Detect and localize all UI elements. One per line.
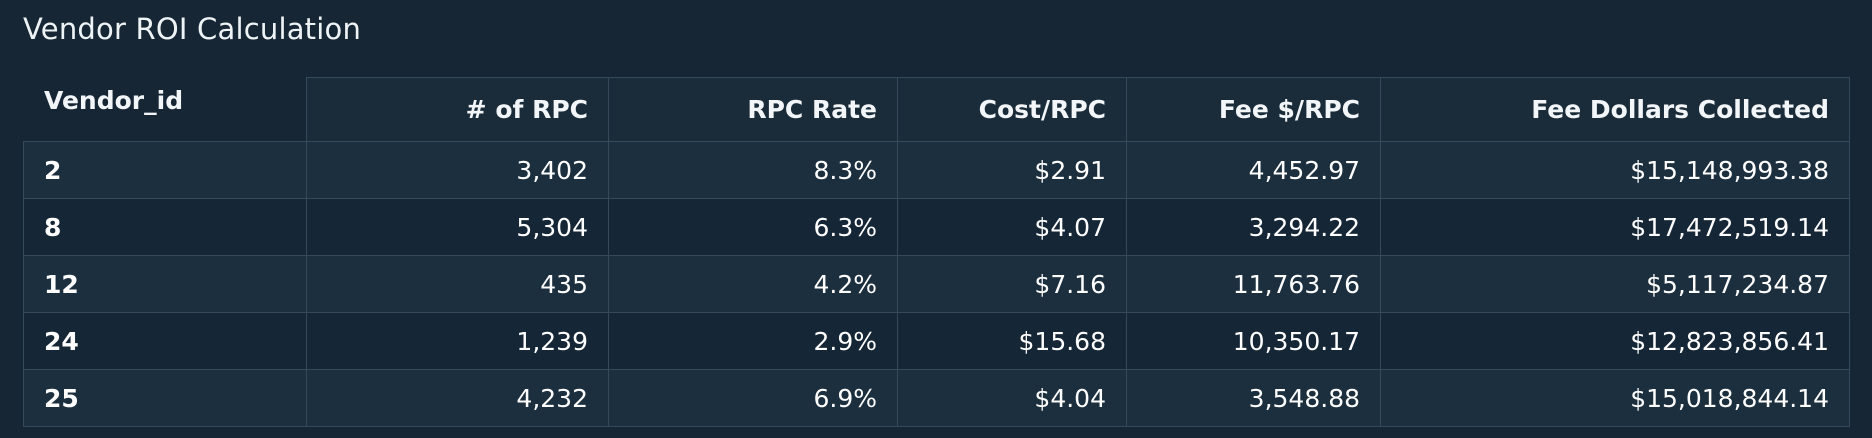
cell-cost-per-rpc: $2.91	[897, 141, 1127, 199]
cell-fee-dollars-collected: $5,117,234.87	[1380, 255, 1850, 313]
cell-rpc-count: 3,402	[306, 141, 609, 199]
cell-vendor-id: 8	[23, 198, 307, 256]
table-row: 2 3,402 8.3% $2.91 4,452.97 $15,148,993.…	[23, 141, 1850, 199]
cell-cost-per-rpc: $4.07	[897, 198, 1127, 256]
table-header-row: Vendor_id # of RPC RPC Rate Cost/RPC Fee…	[23, 77, 1850, 142]
cell-vendor-id: 12	[23, 255, 307, 313]
cell-vendor-id: 24	[23, 312, 307, 370]
table-row: 8 5,304 6.3% $4.07 3,294.22 $17,472,519.…	[23, 198, 1850, 256]
cell-rpc-rate: 8.3%	[608, 141, 898, 199]
cell-rpc-count: 4,232	[306, 369, 609, 427]
column-header-fee-dollars-collected[interactable]: Fee Dollars Collected	[1380, 77, 1850, 142]
table-row: 25 4,232 6.9% $4.04 3,548.88 $15,018,844…	[23, 369, 1850, 427]
cell-fee-per-rpc: 3,294.22	[1126, 198, 1381, 256]
vendor-roi-table: Vendor_id # of RPC RPC Rate Cost/RPC Fee…	[23, 77, 1850, 427]
widget-title: Vendor ROI Calculation	[23, 12, 362, 46]
cell-fee-dollars-collected: $17,472,519.14	[1380, 198, 1850, 256]
cell-cost-per-rpc: $4.04	[897, 369, 1127, 427]
cell-cost-per-rpc: $15.68	[897, 312, 1127, 370]
table-row: 24 1,239 2.9% $15.68 10,350.17 $12,823,8…	[23, 312, 1850, 370]
cell-fee-per-rpc: 11,763.76	[1126, 255, 1381, 313]
column-header-vendor-id[interactable]: Vendor_id	[23, 77, 307, 142]
cell-rpc-rate: 4.2%	[608, 255, 898, 313]
cell-vendor-id: 25	[23, 369, 307, 427]
cell-fee-per-rpc: 4,452.97	[1126, 141, 1381, 199]
cell-fee-per-rpc: 10,350.17	[1126, 312, 1381, 370]
cell-fee-dollars-collected: $12,823,856.41	[1380, 312, 1850, 370]
column-header-fee-per-rpc[interactable]: Fee $/RPC	[1126, 77, 1381, 142]
table-row: 12 435 4.2% $7.16 11,763.76 $5,117,234.8…	[23, 255, 1850, 313]
column-header-rpc-count[interactable]: # of RPC	[306, 77, 609, 142]
cell-fee-per-rpc: 3,548.88	[1126, 369, 1381, 427]
cell-rpc-count: 435	[306, 255, 609, 313]
cell-fee-dollars-collected: $15,018,844.14	[1380, 369, 1850, 427]
cell-cost-per-rpc: $7.16	[897, 255, 1127, 313]
column-header-cost-per-rpc[interactable]: Cost/RPC	[897, 77, 1127, 142]
cell-fee-dollars-collected: $15,148,993.38	[1380, 141, 1850, 199]
cell-vendor-id: 2	[23, 141, 307, 199]
cell-rpc-count: 5,304	[306, 198, 609, 256]
cell-rpc-rate: 6.3%	[608, 198, 898, 256]
cell-rpc-count: 1,239	[306, 312, 609, 370]
cell-rpc-rate: 2.9%	[608, 312, 898, 370]
column-header-rpc-rate[interactable]: RPC Rate	[608, 77, 898, 142]
cell-rpc-rate: 6.9%	[608, 369, 898, 427]
